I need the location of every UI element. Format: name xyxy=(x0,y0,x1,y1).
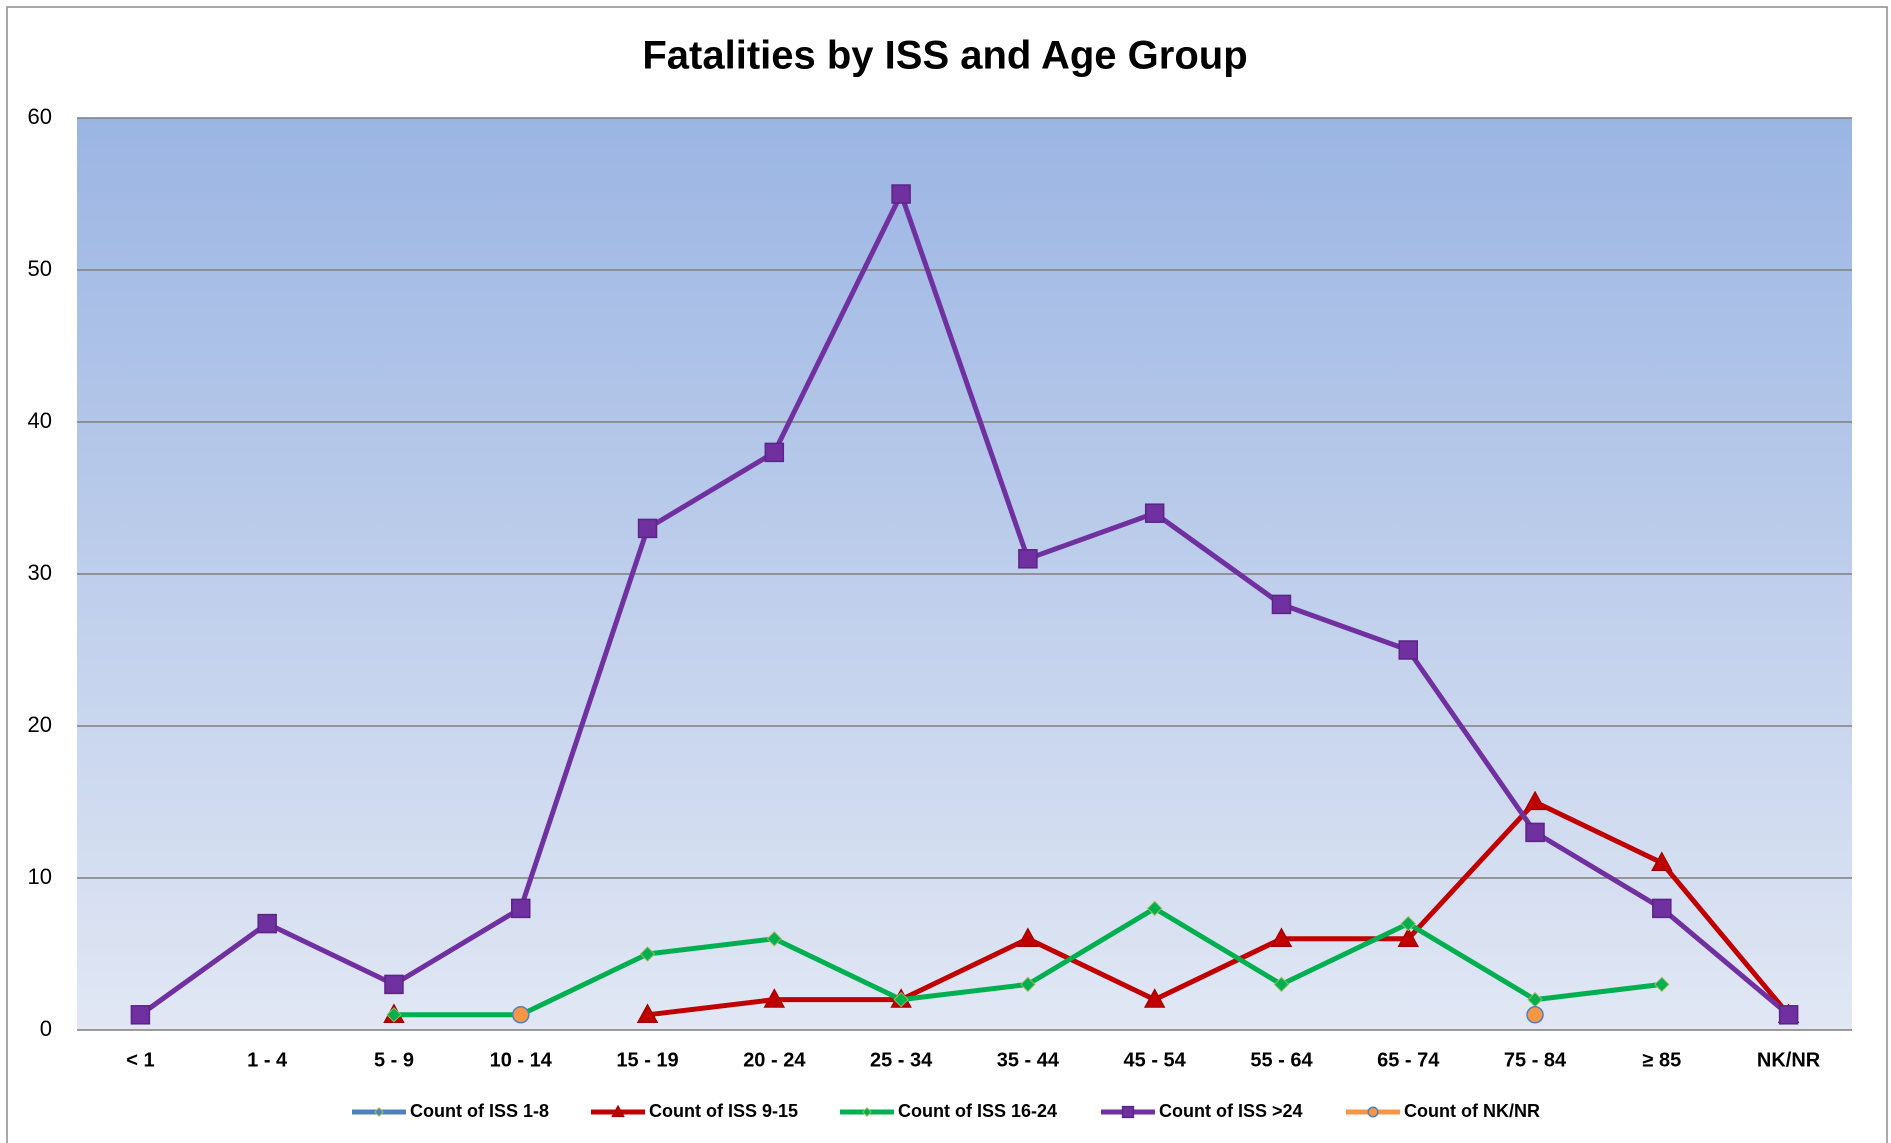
x-tick-label: 65 - 74 xyxy=(1377,1049,1440,1071)
marker xyxy=(1271,594,1292,615)
y-tick-label: 60 xyxy=(28,104,52,129)
y-tick-label: 40 xyxy=(28,408,52,433)
marker xyxy=(512,1006,530,1024)
marker xyxy=(1144,503,1165,523)
marker xyxy=(1778,1005,1799,1025)
marker xyxy=(1367,1106,1379,1118)
x-tick-label: 55 - 64 xyxy=(1250,1049,1313,1071)
legend-label: Count of NK/NR xyxy=(1404,1101,1540,1121)
y-tick-label: 10 xyxy=(28,864,52,889)
marker xyxy=(1524,790,1546,811)
marker xyxy=(1146,900,1163,917)
y-tick-label: 30 xyxy=(28,560,52,585)
marker xyxy=(1121,1105,1135,1119)
marker xyxy=(1397,927,1419,947)
marker xyxy=(1018,549,1038,569)
marker xyxy=(1020,976,1036,993)
marker xyxy=(611,1104,625,1118)
legend-label: Count of ISS 1-8 xyxy=(410,1101,549,1121)
marker xyxy=(1651,851,1673,871)
x-tick-label: < 1 xyxy=(126,1049,154,1071)
marker xyxy=(511,898,531,919)
x-tick-label: 35 - 44 xyxy=(997,1049,1060,1071)
x-tick-label: 15 - 19 xyxy=(616,1049,678,1071)
marker xyxy=(130,1005,151,1025)
marker xyxy=(763,988,786,1008)
x-tick-label: ≥ 85 xyxy=(1642,1049,1681,1071)
marker xyxy=(1652,898,1672,919)
marker xyxy=(384,974,404,995)
marker xyxy=(1400,915,1416,932)
legend-label: Count of ISS 16-24 xyxy=(898,1101,1057,1121)
marker xyxy=(1525,822,1545,843)
marker xyxy=(1143,988,1166,1008)
series-line xyxy=(647,799,1791,1018)
marker xyxy=(893,991,909,1008)
series-line xyxy=(138,191,1791,1017)
marker xyxy=(637,518,658,539)
x-tick-label: 5 - 9 xyxy=(374,1049,414,1071)
marker xyxy=(1017,927,1039,947)
marker xyxy=(764,442,785,463)
marker xyxy=(1273,976,1290,993)
marker xyxy=(639,946,656,962)
marker xyxy=(862,1107,872,1117)
y-tick-label: 50 xyxy=(28,256,52,281)
marker xyxy=(1526,1006,1544,1024)
y-tick-label: 20 xyxy=(28,712,52,737)
marker xyxy=(374,1107,384,1117)
marker xyxy=(1398,640,1418,660)
marker xyxy=(891,184,911,204)
marker xyxy=(1654,976,1670,993)
marker xyxy=(1270,927,1293,947)
x-tick-label: 20 - 24 xyxy=(743,1049,806,1071)
x-tick-label: 10 - 14 xyxy=(490,1049,553,1071)
y-tick-label: 0 xyxy=(40,1016,52,1041)
x-tick-label: 1 - 4 xyxy=(247,1049,288,1071)
x-tick-label: 45 - 54 xyxy=(1124,1049,1187,1071)
chart-title: Fatalities by ISS and Age Group xyxy=(642,34,1247,78)
marker xyxy=(636,1003,659,1023)
legend-label: Count of ISS >24 xyxy=(1159,1101,1303,1121)
marker xyxy=(386,1007,402,1023)
x-tick-label: NK/NR xyxy=(1757,1049,1821,1071)
x-tick-label: 25 - 34 xyxy=(870,1049,933,1071)
marker xyxy=(766,931,783,947)
marker xyxy=(257,913,277,934)
x-tick-label: 75 - 84 xyxy=(1504,1049,1567,1071)
legend-label: Count of ISS 9-15 xyxy=(649,1101,798,1121)
